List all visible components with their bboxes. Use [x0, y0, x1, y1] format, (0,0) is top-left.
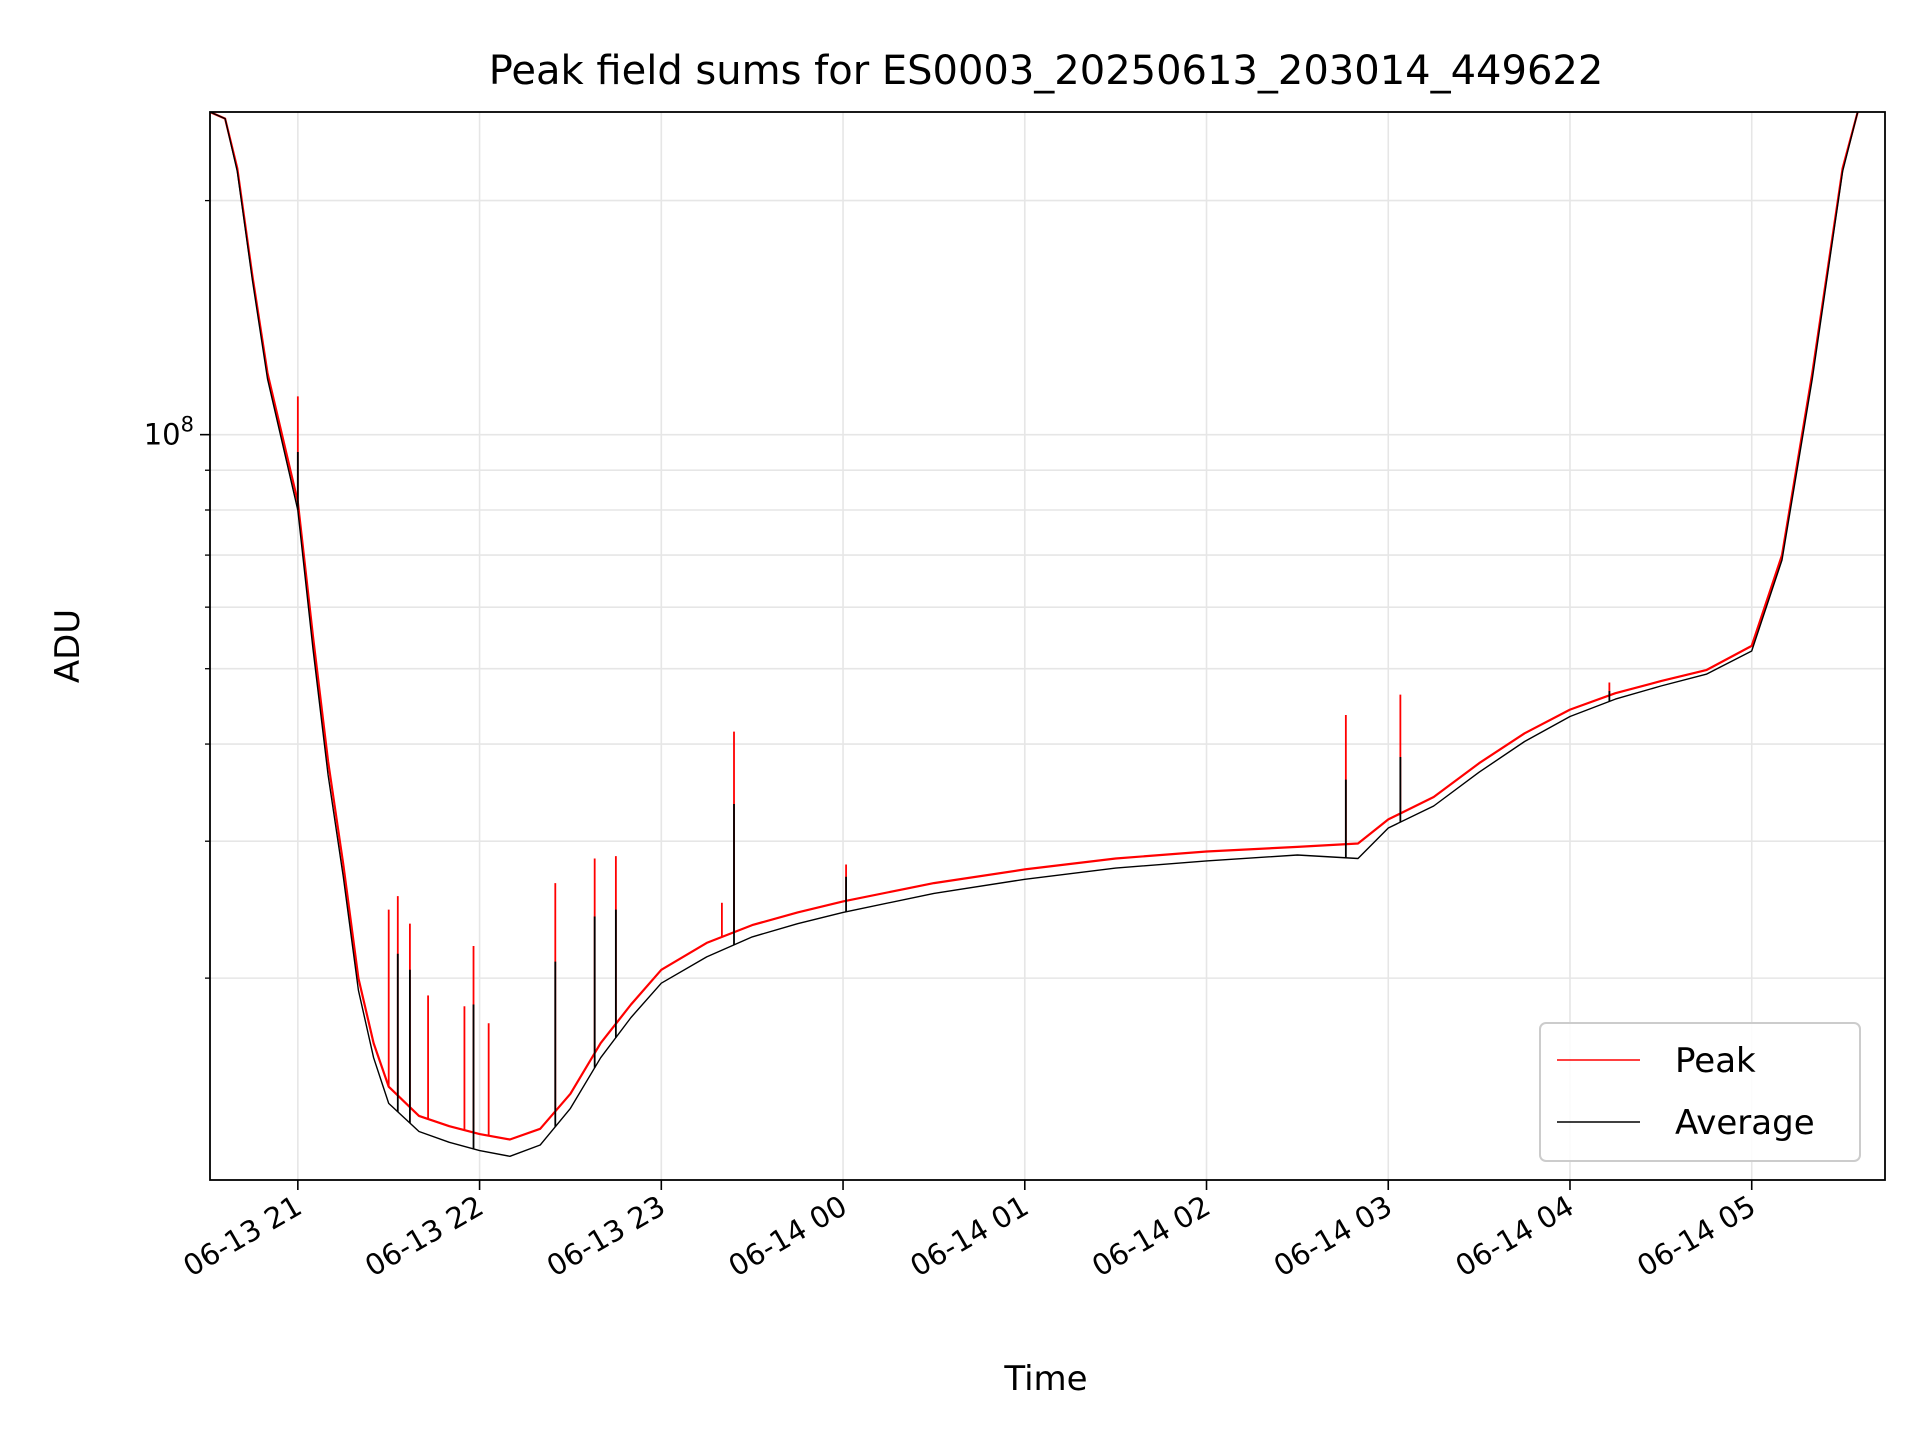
- plot-frame: [209, 111, 1886, 1181]
- y-tick-label-base: 10: [144, 418, 181, 452]
- chart-title: Peak field sums for ES0003_20250613_2030…: [489, 48, 1604, 94]
- axis-ticks: 06-13 21 06-13 22 06-13 23 06-14 00 06-14 01…: [144, 199, 1761, 1284]
- x-tick-label: 06-13 21: [177, 1189, 307, 1284]
- x-tick-label: 06-13 23: [541, 1189, 671, 1284]
- grid: [210, 112, 1885, 1180]
- legend: Peak Average: [1539, 1022, 1861, 1162]
- x-tick-label: 06-14 04: [1450, 1189, 1580, 1284]
- y-tick-label-exponent: 8: [181, 413, 194, 437]
- legend-box: [1539, 1022, 1861, 1162]
- y-axis-label: ADU: [48, 609, 88, 683]
- x-axis-label: Time: [1003, 1359, 1087, 1399]
- x-tick-label: 06-14 01: [904, 1189, 1034, 1284]
- x-tick-label: 06-14 03: [1268, 1189, 1398, 1284]
- x-tick-label: 06-14 05: [1631, 1189, 1761, 1284]
- series-peak: [210, 112, 1859, 1141]
- legend-label-peak: Peak: [1675, 1041, 1756, 1081]
- x-tick-label: 06-13 22: [359, 1189, 489, 1284]
- plot-series: [210, 112, 1859, 1157]
- series-line-average: [210, 112, 1859, 1157]
- series-average: [210, 112, 1859, 1157]
- x-tick-label: 06-14 00: [723, 1189, 853, 1284]
- series-line-peak: [210, 112, 1859, 1141]
- x-tick-label: 06-14 02: [1086, 1189, 1216, 1284]
- legend-label-average: Average: [1675, 1103, 1815, 1143]
- y-tick-label: 108: [144, 413, 194, 452]
